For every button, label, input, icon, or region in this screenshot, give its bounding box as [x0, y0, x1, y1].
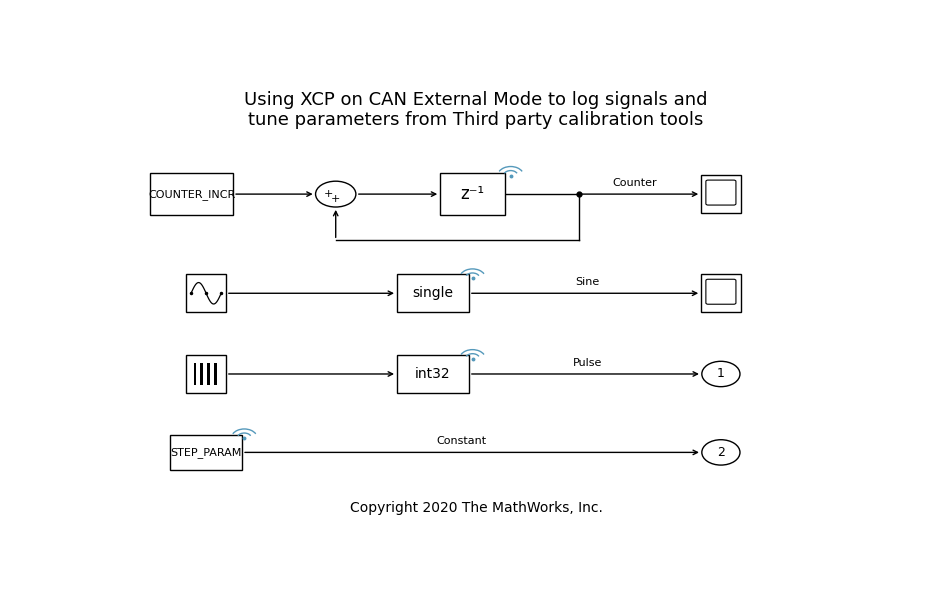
Ellipse shape [701, 440, 740, 465]
FancyBboxPatch shape [705, 180, 735, 205]
FancyBboxPatch shape [396, 355, 469, 393]
FancyBboxPatch shape [170, 435, 242, 470]
Text: Copyright 2020 The MathWorks, Inc.: Copyright 2020 The MathWorks, Inc. [349, 501, 602, 515]
FancyBboxPatch shape [440, 173, 505, 215]
Text: 1: 1 [716, 367, 724, 380]
Text: Counter: Counter [612, 178, 656, 188]
Circle shape [316, 181, 355, 207]
FancyBboxPatch shape [705, 279, 735, 304]
Ellipse shape [701, 361, 740, 387]
FancyBboxPatch shape [396, 274, 469, 313]
Text: COUNTER_INCR: COUNTER_INCR [148, 189, 235, 199]
Text: Sine: Sine [575, 277, 599, 288]
Text: int32: int32 [415, 367, 450, 381]
FancyBboxPatch shape [187, 274, 226, 313]
Text: tune parameters from Third party calibration tools: tune parameters from Third party calibra… [248, 111, 703, 129]
Text: Using XCP on CAN External Mode to log signals and: Using XCP on CAN External Mode to log si… [244, 92, 707, 110]
FancyBboxPatch shape [200, 363, 203, 385]
FancyBboxPatch shape [150, 173, 233, 215]
FancyBboxPatch shape [213, 363, 216, 385]
FancyBboxPatch shape [701, 274, 740, 313]
FancyBboxPatch shape [701, 175, 740, 213]
Text: Constant: Constant [436, 437, 486, 446]
FancyBboxPatch shape [193, 363, 196, 385]
Text: Pulse: Pulse [573, 358, 601, 368]
Text: z⁻¹: z⁻¹ [460, 185, 484, 203]
FancyBboxPatch shape [207, 363, 210, 385]
Text: STEP_PARAM: STEP_PARAM [170, 447, 241, 458]
FancyBboxPatch shape [187, 355, 226, 393]
Text: +: + [324, 189, 333, 199]
Text: single: single [412, 286, 453, 300]
Text: +: + [330, 194, 340, 204]
Text: 2: 2 [716, 446, 724, 459]
